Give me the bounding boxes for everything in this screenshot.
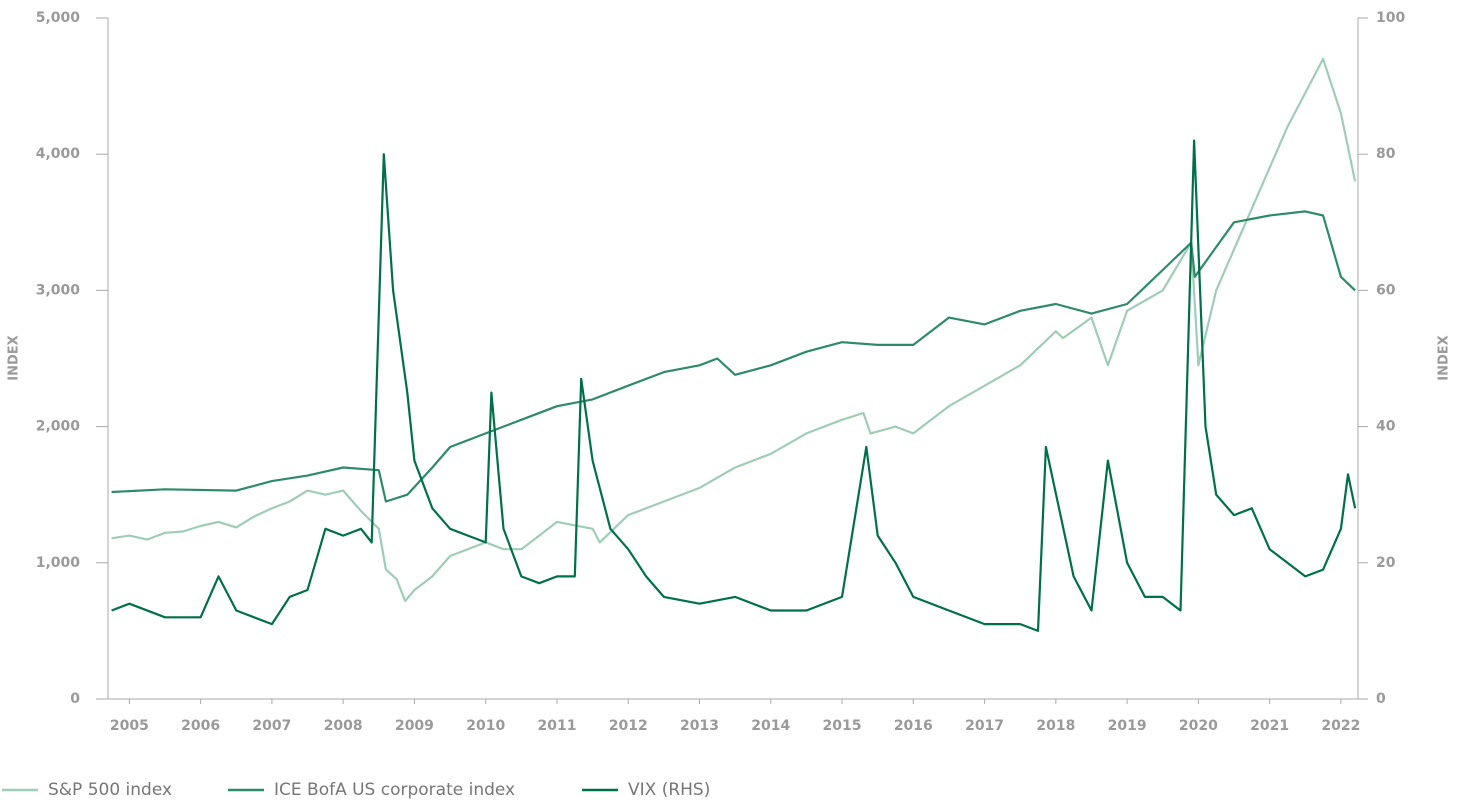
y2-tick-label: 40 [1376, 419, 1396, 435]
x-tick-label: 2017 [965, 718, 1004, 734]
y2-tick-label: 0 [1376, 691, 1386, 707]
x-tick-label: 2015 [823, 718, 862, 734]
x-tick-label: 2020 [1179, 718, 1218, 734]
x-tick-label: 2022 [1321, 718, 1360, 734]
y-tick-label: 2,000 [36, 419, 81, 435]
y2-tick-label: 80 [1376, 146, 1396, 162]
x-tick-label: 2007 [252, 718, 291, 734]
y2-tick-label: 100 [1376, 10, 1405, 26]
legend-label: VIX (RHS) [628, 780, 710, 800]
x-tick-label: 2008 [324, 718, 363, 734]
x-tick-label: 2013 [680, 718, 719, 734]
y-tick-label: 0 [70, 691, 80, 707]
series-line [111, 210, 1356, 503]
x-tick-label: 2009 [395, 718, 434, 734]
series-line [111, 57, 1357, 602]
x-tick-label: 2006 [181, 718, 220, 734]
y-tick-label: 1,000 [36, 555, 81, 571]
x-tick-label: 2016 [894, 718, 933, 734]
y-axis-title: INDEX [7, 335, 22, 380]
x-tick-label: 2014 [751, 718, 790, 734]
y-tick-label: 4,000 [36, 146, 81, 162]
y2-tick-label: 60 [1376, 282, 1396, 298]
y2-axis-title: INDEX [1437, 335, 1452, 380]
x-tick-label: 2005 [110, 718, 149, 734]
x-tick-label: 2012 [609, 718, 648, 734]
y-tick-label: 3,000 [36, 282, 81, 298]
y-tick-label: 5,000 [36, 10, 81, 26]
x-tick-label: 2021 [1250, 718, 1289, 734]
legend-label: S&P 500 index [48, 780, 172, 800]
y2-tick-label: 20 [1376, 555, 1396, 571]
legend-label: ICE BofA US corporate index [274, 780, 515, 800]
series-line [111, 139, 1357, 632]
x-tick-label: 2011 [537, 718, 576, 734]
x-tick-label: 2018 [1036, 718, 1075, 734]
x-tick-label: 2019 [1108, 718, 1147, 734]
x-tick-label: 2010 [466, 718, 505, 734]
